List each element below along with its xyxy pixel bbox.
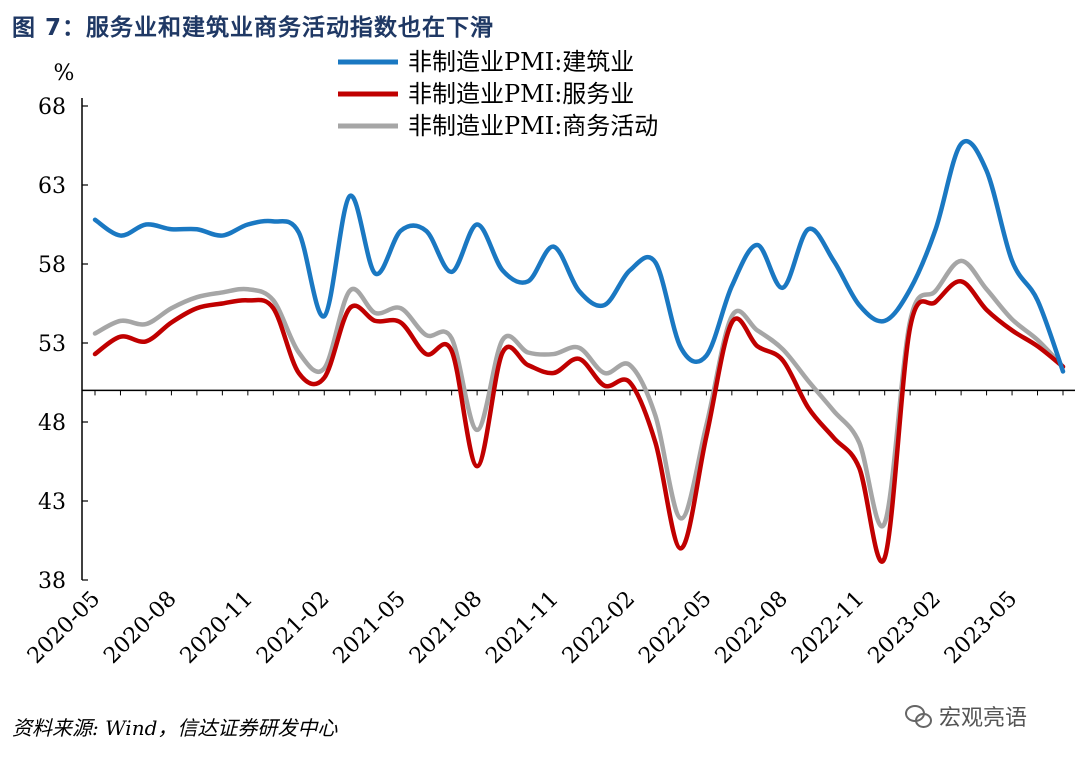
y-tick-label: 63 bbox=[38, 174, 66, 199]
y-tick-label: 38 bbox=[38, 569, 66, 594]
y-tick-label: 43 bbox=[38, 490, 66, 515]
x-tick-label: 2022-02 bbox=[558, 587, 640, 669]
x-tick-label: 2020-11 bbox=[176, 587, 258, 669]
source-note: 资料来源: Wind，信达证券研发中心 bbox=[12, 716, 338, 740]
legend-entry-0: 非制造业PMI:建筑业 bbox=[408, 48, 634, 76]
y-tick-label: 48 bbox=[38, 411, 66, 436]
x-tick-label: 2022-05 bbox=[634, 587, 716, 669]
x-tick-label: 2022-08 bbox=[711, 587, 793, 669]
x-tick-label: 2023-02 bbox=[864, 587, 946, 669]
series-line-1 bbox=[92, 279, 1066, 564]
y-tick-label: 68 bbox=[38, 95, 66, 120]
x-tick-label: 2021-02 bbox=[252, 587, 334, 669]
x-tick-label: 2022-11 bbox=[787, 587, 869, 669]
series-line-0 bbox=[92, 139, 1066, 374]
watermark: 宏观亮语 bbox=[905, 700, 1027, 732]
y-tick-label: 58 bbox=[38, 253, 66, 278]
watermark-label: 宏观亮语 bbox=[939, 706, 1028, 731]
y-axis-unit: % bbox=[54, 61, 75, 86]
legend-entry-1: 非制造业PMI:服务业 bbox=[408, 80, 634, 108]
y-tick-label: 53 bbox=[38, 332, 66, 357]
wechat-icon bbox=[905, 703, 932, 729]
x-tick-label: 2020-08 bbox=[99, 587, 181, 669]
legend-entry-2: 非制造业PMI:商务活动 bbox=[408, 112, 658, 140]
x-tick-label: 2023-05 bbox=[940, 587, 1022, 669]
x-tick-label: 2020-05 bbox=[23, 587, 105, 669]
x-tick-label: 2021-05 bbox=[329, 587, 411, 669]
x-tick-label: 2021-11 bbox=[481, 587, 563, 669]
chart-title: 图 7：服务业和建筑业商务活动指数也在下滑 bbox=[12, 15, 495, 41]
x-tick-label: 2021-08 bbox=[405, 587, 487, 669]
